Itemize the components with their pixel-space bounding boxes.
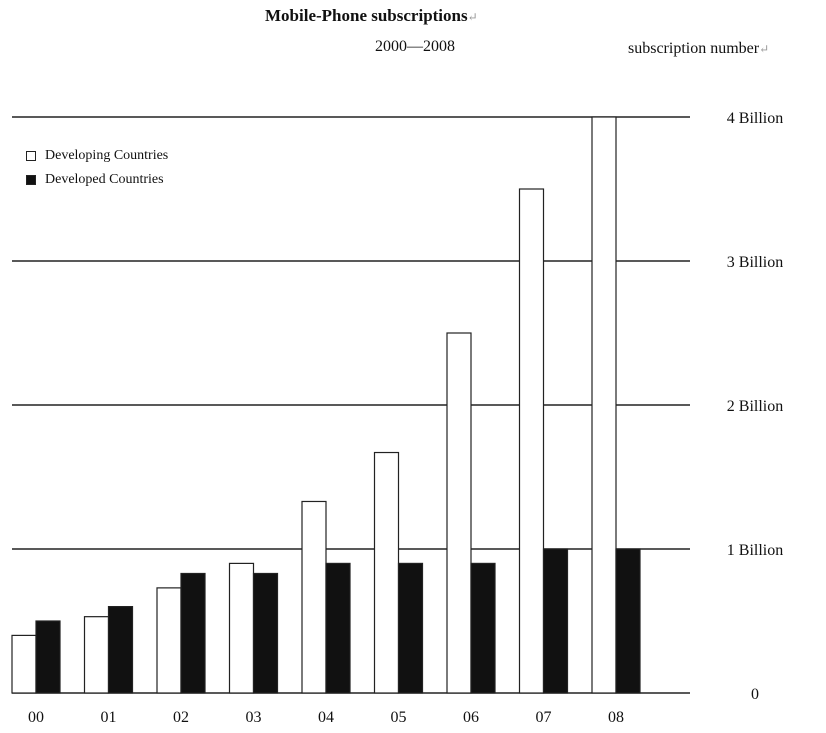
bar-developed-06 bbox=[470, 562, 496, 694]
x-tick-label-06: 06 bbox=[463, 709, 479, 726]
y-tick-label-1: 1 Billion bbox=[727, 542, 783, 559]
x-tick-label-08: 08 bbox=[608, 709, 624, 726]
y-axis-label: subscription number↵ bbox=[628, 40, 770, 57]
x-tick-label-02: 02 bbox=[173, 709, 189, 726]
x-tick-label-01: 01 bbox=[101, 709, 117, 726]
x-tick-label-07: 07 bbox=[536, 709, 552, 726]
y-tick-label-4: 4 Billion bbox=[727, 110, 783, 127]
x-tick-label-00: 00 bbox=[28, 709, 44, 726]
x-tick-label-05: 05 bbox=[391, 709, 407, 726]
chart-title: Mobile-Phone subscriptions↵ bbox=[265, 6, 478, 25]
bar-developed-07 bbox=[542, 548, 569, 694]
bar-developed-08 bbox=[615, 548, 641, 694]
legend-item-developed: Developed Countries bbox=[26, 168, 168, 192]
y-tick-label-3: 3 Billion bbox=[727, 254, 783, 271]
legend-item-developing: Developing Countries bbox=[26, 144, 168, 168]
bar-developing-00 bbox=[11, 634, 37, 694]
bar-developing-06 bbox=[446, 332, 472, 694]
x-tick-label-04: 04 bbox=[318, 709, 334, 726]
legend-swatch-developing bbox=[26, 151, 36, 161]
legend: Developing Countries Developed Countries bbox=[26, 144, 168, 192]
legend-label-developing: Developing Countries bbox=[45, 148, 169, 163]
bar-developing-05 bbox=[373, 451, 400, 694]
bar-developed-02 bbox=[180, 572, 206, 694]
bar-developed-03 bbox=[252, 572, 279, 694]
y-tick-label-2: 2 Billion bbox=[727, 398, 783, 415]
bar-developed-04 bbox=[325, 562, 351, 694]
bar-developing-01 bbox=[83, 616, 110, 694]
bar-developed-00 bbox=[35, 620, 61, 694]
bar-developing-04 bbox=[301, 500, 327, 694]
legend-label-developed: Developed Countries bbox=[45, 172, 164, 187]
bar-developing-08 bbox=[591, 116, 617, 694]
bar-developed-01 bbox=[107, 605, 134, 694]
bar-developing-03 bbox=[228, 562, 255, 694]
y-tick-label-0: 0 bbox=[751, 686, 759, 703]
bar-developing-07 bbox=[518, 188, 545, 694]
bar-developed-05 bbox=[397, 562, 424, 694]
chart-subtitle: 2000—2008 bbox=[375, 38, 455, 55]
x-tick-label-03: 03 bbox=[246, 709, 262, 726]
legend-swatch-developed bbox=[26, 175, 36, 185]
bar-developing-02 bbox=[156, 587, 182, 694]
